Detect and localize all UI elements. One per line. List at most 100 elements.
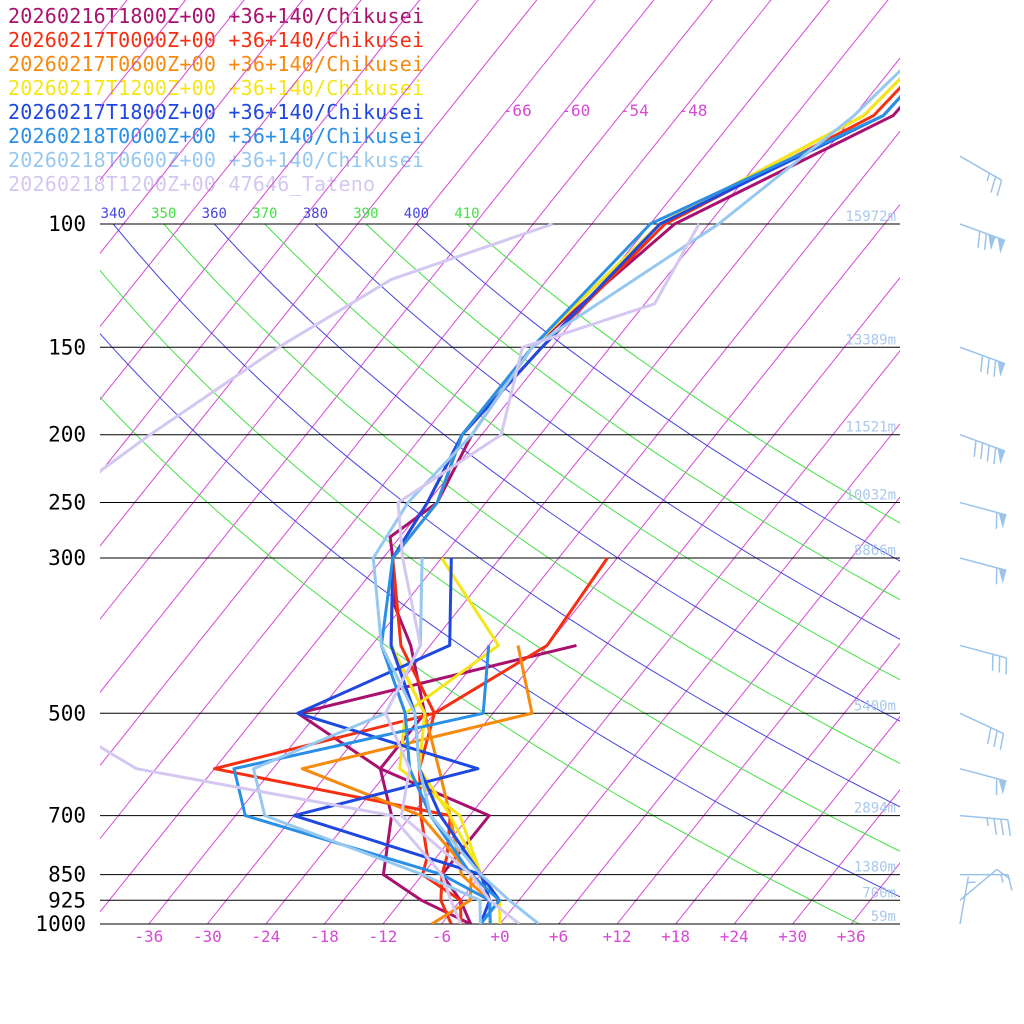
temperature-tick-label: +18 xyxy=(661,927,690,946)
isotherm-line xyxy=(499,423,900,924)
height-label: 5400m xyxy=(854,698,896,714)
dewpoint-line xyxy=(300,645,534,924)
theta-label: 370 xyxy=(252,206,277,222)
isotherm-line xyxy=(910,0,1024,924)
temperature-tick-label: +0 xyxy=(490,927,509,946)
wind-barb xyxy=(959,814,1012,837)
wind-barb xyxy=(959,868,1011,901)
wind-barb xyxy=(959,155,1003,197)
isotherm-line xyxy=(616,569,900,924)
isotherm-line xyxy=(100,0,772,840)
wind-barb xyxy=(959,557,1007,585)
wind-barb xyxy=(959,346,1006,377)
theta-label: 360 xyxy=(202,206,227,222)
theta-line xyxy=(100,396,860,924)
pressure-tick-label: 925 xyxy=(48,888,86,912)
height-label: 13389m xyxy=(845,332,896,348)
isotherm-line xyxy=(382,276,900,924)
legend-entry: 20260217T0600Z+00 +36+140/Chikusei xyxy=(8,52,425,76)
temperature-line xyxy=(389,76,900,924)
isotherm-line xyxy=(850,862,900,924)
isotherm-line xyxy=(100,0,128,35)
isotherm-line xyxy=(100,0,362,328)
temperature-tick-label: +24 xyxy=(720,927,749,946)
legend-entry: 20260218T1200Z+00 47646_Tateno xyxy=(8,172,376,196)
theta-line xyxy=(264,224,900,681)
temperature-tick-label: -30 xyxy=(193,927,222,946)
isotherm-line xyxy=(675,642,900,924)
temperature-line xyxy=(379,95,900,924)
pressure-tick-label: 700 xyxy=(48,804,86,828)
temperature-line xyxy=(371,68,900,924)
legend-entry: 20260217T1800Z+00 +36+140/Chikusei xyxy=(8,100,425,124)
theta-label: 390 xyxy=(353,206,378,222)
temperature-tick-label: -12 xyxy=(368,927,397,946)
isotherm-line xyxy=(100,0,421,401)
pressure-tick-label: 250 xyxy=(48,491,86,515)
wind-barb xyxy=(959,223,1006,254)
wind-barb xyxy=(959,501,1007,529)
wind-barb xyxy=(959,644,1008,675)
pressure-tick-label: 1000 xyxy=(35,912,86,936)
theta-line xyxy=(112,224,900,808)
dewpoint-line xyxy=(296,643,577,924)
chart-legend: 20260216T1800Z+00 +36+140/Chikusei 20260… xyxy=(8,4,424,196)
legend-entry: 20260216T1800Z+00 +36+140/Chikusei xyxy=(8,4,425,28)
temperature-line xyxy=(389,76,900,924)
temperature-line xyxy=(389,95,900,924)
isotherm-line xyxy=(100,0,245,181)
legend-entry: 20260218T0600Z+00 +36+140/Chikusei xyxy=(8,148,425,172)
pressure-tick-label: 200 xyxy=(48,423,86,447)
isotherm-line xyxy=(0,0,182,924)
height-label: 15972m xyxy=(845,209,896,225)
temperature-tick-label: -36 xyxy=(134,927,163,946)
height-label: 11521m xyxy=(845,420,896,436)
pressure-tick-label: 850 xyxy=(48,863,86,887)
theta-line xyxy=(213,224,900,722)
height-label: 59m xyxy=(871,909,896,925)
wind-barb xyxy=(959,434,1006,465)
isotherm-label: -54 xyxy=(620,101,649,120)
isotherm-line xyxy=(206,57,900,924)
temperature-tick-label: +6 xyxy=(549,927,568,946)
height-label: 8866m xyxy=(854,543,896,559)
isotherm-line xyxy=(100,0,655,694)
height-label: 1380m xyxy=(854,860,896,876)
isotherm-line xyxy=(100,0,479,474)
isotherm-line xyxy=(148,0,889,924)
isotherm-line xyxy=(100,0,187,108)
legend-entry: 20260218T0000Z+00 +36+140/Chikusei xyxy=(8,124,425,148)
temperature-line xyxy=(378,105,900,924)
temperature-tick-label: -18 xyxy=(310,927,339,946)
isotherm-line xyxy=(441,350,900,924)
dewpoint-line xyxy=(232,645,492,924)
theta-label: 410 xyxy=(454,206,479,222)
isotherm-line xyxy=(100,0,714,767)
isotherm-line xyxy=(265,130,900,924)
height-label: 10032m xyxy=(845,488,896,504)
temperature-tick-label: -24 xyxy=(251,927,280,946)
temperature-tick-label: +30 xyxy=(778,927,807,946)
pressure-tick-label: 300 xyxy=(48,546,86,570)
isotherm-line xyxy=(100,0,304,255)
theta-label: 380 xyxy=(303,206,328,222)
isotherm-label: -60 xyxy=(561,101,590,120)
isotherm-label: -66 xyxy=(503,101,532,120)
temperature-line xyxy=(384,223,701,924)
isotherm-label: -48 xyxy=(679,101,708,120)
temperature-tick-label: +36 xyxy=(837,927,866,946)
isotherm-line xyxy=(0,0,65,924)
height-label: 700m xyxy=(862,885,896,901)
temperature-line xyxy=(391,85,900,924)
pressure-tick-label: 500 xyxy=(48,701,86,725)
wind-barb xyxy=(959,876,976,925)
isotherm-line xyxy=(100,0,538,547)
legend-entry: 20260217T0000Z+00 +36+140/Chikusei xyxy=(8,28,425,52)
pressure-tick-label: 150 xyxy=(48,335,86,359)
theta-label: 340 xyxy=(101,206,126,222)
wind-barb xyxy=(959,712,1005,750)
temperature-tick-label: -6 xyxy=(432,927,451,946)
dewpoint-line xyxy=(100,222,554,924)
theta-label: 350 xyxy=(151,206,176,222)
